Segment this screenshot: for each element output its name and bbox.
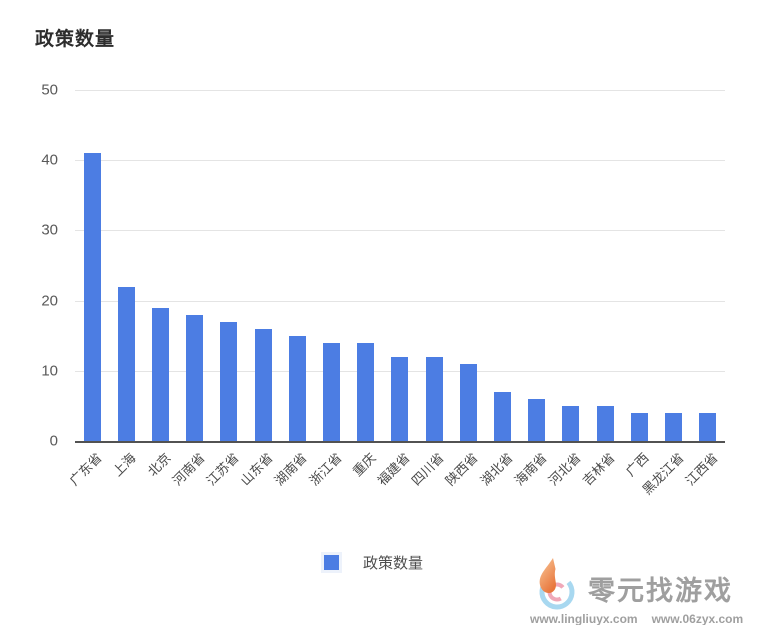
bar-北京[interactable] [152, 307, 169, 441]
y-tick-label: 50 [41, 81, 58, 99]
bar-slot [520, 90, 554, 441]
x-tick-label: 海南省 [511, 450, 550, 489]
bar-slot [212, 90, 246, 441]
x-tick-label: 江西省 [682, 450, 721, 489]
bar-slot [314, 90, 348, 441]
bar-slot [691, 90, 725, 441]
bar-slot [75, 90, 109, 441]
bars [75, 90, 725, 441]
x-tick-label: 山东省 [237, 450, 276, 489]
bar-slot [656, 90, 690, 441]
bar-重庆[interactable] [357, 342, 375, 441]
y-tick-label: 20 [41, 292, 58, 310]
bar-黑龙江省[interactable] [665, 412, 683, 441]
bar-slot [143, 90, 177, 441]
bar-广东省[interactable] [83, 153, 101, 441]
gridline [75, 230, 725, 232]
bar-江苏省[interactable] [220, 321, 238, 441]
x-tick-label: 江苏省 [203, 450, 242, 489]
brand-url-2: www.06zyx.com [651, 612, 744, 625]
watermark: 零元找游戏 www.lingliuyx.com www.06zyx.com [526, 556, 748, 625]
gridline [75, 160, 725, 162]
x-axis-labels: 广东省 上海 北京 河南省 江苏省 山东省 湖南省 浙江省 重庆 福建省 四川省 陕西省 湖北省 海南省河… [0, 448, 759, 543]
bar-湖北省[interactable] [494, 391, 512, 441]
brand-name: 零元找游戏 [588, 575, 733, 606]
bar-吉林省[interactable] [596, 405, 614, 441]
bar-广西[interactable] [630, 412, 648, 441]
bar-河北省[interactable] [562, 405, 580, 441]
x-tick-label: 河北省 [545, 450, 584, 489]
bar-slot [588, 90, 622, 441]
bar-slot [622, 90, 656, 441]
bar-slot [280, 90, 314, 441]
bar-福建省[interactable] [391, 356, 409, 441]
x-tick-label: 四川省 [408, 450, 447, 489]
x-tick-label: 广东省 [66, 450, 105, 489]
gridline [75, 90, 725, 91]
bar-slot [109, 90, 143, 441]
bar-上海[interactable] [117, 286, 135, 441]
bar-湖南省[interactable] [288, 335, 306, 441]
x-tick-label: 湖南省 [271, 450, 311, 489]
bar-slot [451, 90, 485, 441]
x-tick-label: 浙江省 [306, 450, 345, 489]
bar-江西省[interactable] [699, 412, 717, 441]
legend[interactable]: 政策数量 [324, 552, 423, 573]
bar-slot [383, 90, 417, 441]
legend-label: 政策数量 [363, 555, 424, 572]
x-tick-label: 福建省 [374, 450, 413, 489]
bar-slot [349, 90, 383, 441]
bar-陕西省[interactable] [459, 363, 477, 441]
y-axis-labels: 0 10 20 30 40 50 [0, 82, 58, 450]
bar-山东省[interactable] [254, 328, 272, 441]
x-tick-label: 湖北省 [477, 450, 516, 489]
x-tick-label: 吉林省 [579, 450, 618, 489]
legend-swatch [324, 555, 339, 570]
bar-四川省[interactable] [425, 356, 443, 441]
gridline [75, 300, 725, 302]
y-tick-label: 0 [49, 432, 58, 450]
bar-浙江省[interactable] [323, 342, 341, 441]
y-tick-label: 30 [41, 221, 58, 239]
y-tick-label: 40 [41, 151, 58, 169]
bar-海南省[interactable] [528, 398, 546, 441]
x-tick-label: 上海 [110, 450, 140, 480]
y-tick-label: 10 [41, 362, 58, 380]
bar-slot [554, 90, 588, 441]
bar-slot [417, 90, 451, 441]
bar-slot [485, 90, 519, 441]
x-tick-label: 陕西省 [442, 450, 482, 489]
x-tick-label: 河南省 [169, 450, 208, 489]
plot-area [75, 90, 725, 443]
chart-title: 政策数量 [35, 29, 116, 50]
bar-slot [178, 90, 212, 441]
bar-河南省[interactable] [186, 314, 204, 441]
bar-slot [246, 90, 280, 441]
brand-logo-icon [539, 558, 575, 610]
brand-url-1: www.lingliuyx.com [530, 612, 638, 625]
